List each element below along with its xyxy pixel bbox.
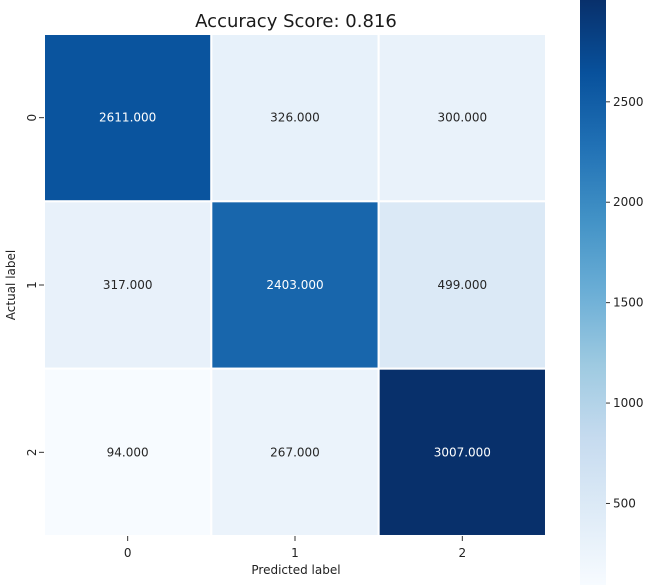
x-tick-label-1: 1: [291, 546, 299, 560]
cell-value-label-r2-c1: 267.000: [270, 445, 320, 459]
heatmap-cell-r1-c2: [377, 200, 547, 370]
x-axis-ticks: 0 1 2: [124, 535, 467, 560]
y-axis-label: Actual label: [4, 250, 18, 320]
heatmap-cell-labels: 2611.000 326.000 300.000 317.000 2403.000 499…: [99, 111, 491, 460]
cell-value-label-r2-c2: 3007.000: [434, 445, 491, 459]
x-tick-label-0: 0: [124, 546, 132, 560]
x-tick-label-2: 2: [459, 546, 467, 560]
x-axis-label: Predicted label: [251, 563, 340, 577]
colorbar-tick-label-3: 2000: [613, 195, 644, 209]
colorbar-ticks: 500 1000 1500 2000 2500: [606, 95, 644, 510]
heatmap-cell-r0-c1: [210, 33, 380, 203]
colorbar-tick-label-1: 1000: [613, 396, 644, 410]
chart-title: Accuracy Score: 0.816: [195, 11, 397, 32]
y-tick-label-0: 0: [25, 114, 39, 122]
cell-value-label-r1-c1: 2403.000: [266, 278, 323, 292]
heatmap-cell-r0-c0: [43, 33, 213, 203]
colorbar-tick-label-2: 1500: [613, 296, 644, 310]
cell-value-label-r1-c2: 499.000: [438, 278, 488, 292]
colorbar: [580, 0, 606, 585]
cell-value-label-r0-c2: 300.000: [438, 111, 488, 125]
colorbar-tick-label-4: 2500: [613, 95, 644, 109]
heatmap-cell-r2-c1: [210, 367, 380, 537]
colorbar-tick-label-0: 500: [613, 496, 636, 510]
y-tick-label-1: 1: [25, 281, 39, 289]
cell-value-label-r1-c0: 317.000: [103, 278, 153, 292]
y-tick-label-2: 2: [25, 449, 39, 457]
heatmap-cell-r1-c1: [210, 200, 380, 370]
y-axis-ticks: 0 1 2: [25, 114, 44, 456]
cell-value-label-r0-c0: 2611.000: [99, 111, 156, 125]
cell-value-label-r2-c0: 94.000: [107, 445, 149, 459]
heatmap-cell-r1-c0: [43, 200, 213, 370]
cell-value-label-r0-c1: 326.000: [270, 111, 320, 125]
heatmap-cell-r0-c2: [377, 33, 547, 203]
heatmap-cells: [43, 33, 547, 537]
